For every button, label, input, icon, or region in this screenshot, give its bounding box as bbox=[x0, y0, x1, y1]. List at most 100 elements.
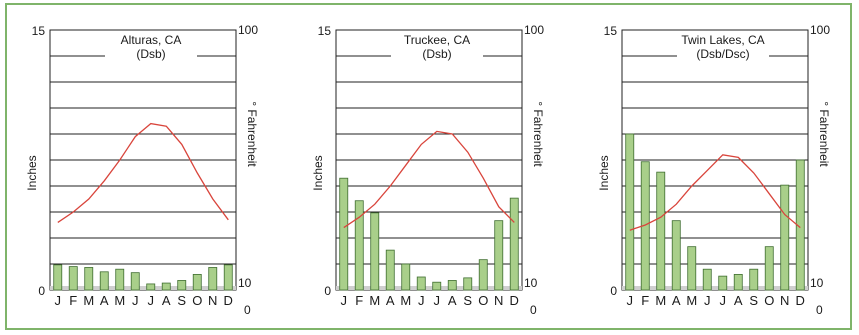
panel-1-precip-bar-A-8 bbox=[161, 282, 171, 291]
panel-3-precip-bar-A-8 bbox=[733, 273, 743, 291]
panel-2-precip-bar-A-8 bbox=[447, 280, 457, 291]
panel-1-temperature-line bbox=[57, 122, 229, 223]
panel-1-month-label-1: J bbox=[55, 293, 62, 308]
panel-2-precip-bar-N-11 bbox=[494, 220, 504, 291]
panel-1-month-label-12: D bbox=[224, 293, 233, 308]
panel-3-month-label-12: D bbox=[796, 293, 805, 308]
panel-3-left-tick-bottom: 0 bbox=[610, 284, 617, 298]
panel-1-precip-bar-J-6 bbox=[130, 272, 140, 291]
panel-1-precip-bar-J-1 bbox=[53, 264, 63, 291]
panel-2-month-label-11: N bbox=[494, 293, 503, 308]
panel-3-precip-bar-J-6 bbox=[702, 268, 712, 291]
panel-3-right-tick-bottom: 0 bbox=[816, 303, 823, 317]
panel-3-precip-bar-O-10 bbox=[764, 246, 774, 291]
panel-1-y-right-label: ° Fahrenheit bbox=[245, 101, 259, 167]
panel-1-month-label-2: F bbox=[69, 293, 77, 308]
panel-2-month-label-3: M bbox=[369, 293, 380, 308]
panel-1-month-label-7: J bbox=[148, 293, 155, 308]
panel-3-right-tick-mid: 10 bbox=[810, 276, 824, 290]
panel-1-precip-bar-M-3 bbox=[84, 267, 94, 291]
panel-1-precip-bar-D-12 bbox=[223, 264, 233, 291]
panel-3-month-label-1: J bbox=[627, 293, 634, 308]
panel-1-right-tick-top: 100 bbox=[238, 23, 258, 37]
panel-1-precip-bar-O-10 bbox=[192, 273, 202, 291]
panel-3-precip-bar-N-11 bbox=[780, 184, 790, 291]
panel-3-y-right-label: ° Fahrenheit bbox=[817, 101, 831, 167]
panel-2-precip-bar-M-3 bbox=[370, 212, 380, 291]
panel-1-month-label-6: J bbox=[132, 293, 139, 308]
panel-2-precip-bar-J-6 bbox=[416, 276, 426, 291]
panel-1-precip-bar-N-11 bbox=[208, 267, 218, 291]
panel-1-precip-bar-A-4 bbox=[99, 271, 109, 291]
panel-1-month-label-4: A bbox=[100, 293, 109, 308]
panel-3-precip-bar-S-9 bbox=[749, 268, 759, 291]
panel-2-left-tick-bottom: 0 bbox=[324, 284, 331, 298]
panel-2-y-right-label: ° Fahrenheit bbox=[531, 101, 545, 167]
panel-2-y-left-label: Inches bbox=[311, 155, 325, 190]
panel-3-title-backdrop bbox=[677, 32, 769, 62]
panel-3-month-label-9: S bbox=[749, 293, 758, 308]
panel-1-baseline-band bbox=[50, 286, 236, 290]
panel-2-month-label-10: O bbox=[478, 293, 488, 308]
panel-2-month-label-8: A bbox=[448, 293, 457, 308]
panel-2-left-tick-top: 15 bbox=[318, 24, 332, 38]
panel-2-precip-bar-J-7 bbox=[432, 281, 442, 291]
panel-1-precip-bar-S-9 bbox=[177, 280, 187, 291]
panel-2-precip-bar-J-1 bbox=[339, 177, 349, 291]
panel-3-month-label-5: M bbox=[686, 293, 697, 308]
panel-1-precip-bar-J-7 bbox=[146, 283, 156, 291]
panel-2-month-label-4: A bbox=[386, 293, 395, 308]
panel-1-y-left-label: Inches bbox=[25, 155, 39, 190]
panel-1-left-tick-bottom: 0 bbox=[38, 284, 45, 298]
panel-3-title: Twin Lakes, CA bbox=[681, 33, 764, 47]
panel-2-title: Truckee, CA bbox=[404, 33, 470, 47]
panel-2-baseline-band bbox=[336, 286, 522, 290]
panel-3-baseline-band bbox=[622, 286, 808, 290]
panel-3-month-label-11: N bbox=[780, 293, 789, 308]
panel-1-month-label-9: S bbox=[177, 293, 186, 308]
panel-3-precip-bar-M-5 bbox=[687, 246, 697, 291]
panel-3-month-label-3: M bbox=[655, 293, 666, 308]
panel-1-month-label-8: A bbox=[162, 293, 171, 308]
panel-2-right-tick-top: 100 bbox=[524, 23, 544, 37]
panel-2-month-label-1: J bbox=[341, 293, 348, 308]
panel-1-precip-bar-F-2 bbox=[68, 266, 78, 291]
panel-2-month-label-6: J bbox=[418, 293, 425, 308]
panel-2-precip-bar-F-2 bbox=[354, 200, 364, 291]
panel-1-month-label-10: O bbox=[192, 293, 202, 308]
panel-3-month-label-8: A bbox=[734, 293, 743, 308]
panel-1-title-backdrop bbox=[105, 32, 197, 62]
panel-1-title: Alturas, CA bbox=[121, 33, 182, 47]
panel-2-title-backdrop bbox=[391, 32, 483, 62]
panel-2-precip-bar-S-9 bbox=[463, 277, 473, 291]
panel-3-precip-bar-J-7 bbox=[718, 275, 728, 291]
panel-2-precip-bar-O-10 bbox=[478, 259, 488, 291]
panel-3-month-label-6: J bbox=[704, 293, 711, 308]
panel-3-right-tick-top: 100 bbox=[810, 23, 830, 37]
panel-1-month-label-11: N bbox=[208, 293, 217, 308]
panel-2-month-label-5: M bbox=[400, 293, 411, 308]
panel-2-month-label-12: D bbox=[510, 293, 519, 308]
panel-2-precip-bar-D-12 bbox=[509, 197, 519, 291]
panel-3-y-left-label: Inches bbox=[597, 155, 611, 190]
panel-1-right-tick-bottom: 0 bbox=[244, 303, 251, 317]
panel-1-month-label-5: M bbox=[114, 293, 125, 308]
panel-2-temperature-line bbox=[343, 130, 515, 229]
panel-2-month-label-7: J bbox=[434, 293, 441, 308]
panel-3-temperature-line bbox=[629, 154, 801, 231]
panel-3-left-tick-top: 15 bbox=[604, 24, 618, 38]
panel-2-month-label-2: F bbox=[355, 293, 363, 308]
panel-2-precip-bar-A-4 bbox=[385, 249, 395, 291]
panel-2-right-tick-mid: 10 bbox=[524, 276, 538, 290]
panel-3-precip-bar-J-1 bbox=[625, 133, 635, 291]
panel-3-month-label-10: O bbox=[764, 293, 774, 308]
panel-1-precip-bar-M-5 bbox=[115, 268, 125, 291]
panel-2-right-tick-bottom: 0 bbox=[530, 303, 537, 317]
panel-3-month-label-4: A bbox=[672, 293, 681, 308]
panel-1-month-label-3: M bbox=[83, 293, 94, 308]
panel-2-month-label-9: S bbox=[463, 293, 472, 308]
panel-1-right-tick-mid: 10 bbox=[238, 276, 252, 290]
panel-3-subtitle: (Dsb/Dsc) bbox=[696, 47, 749, 61]
panel-1-subtitle: (Dsb) bbox=[136, 47, 165, 61]
